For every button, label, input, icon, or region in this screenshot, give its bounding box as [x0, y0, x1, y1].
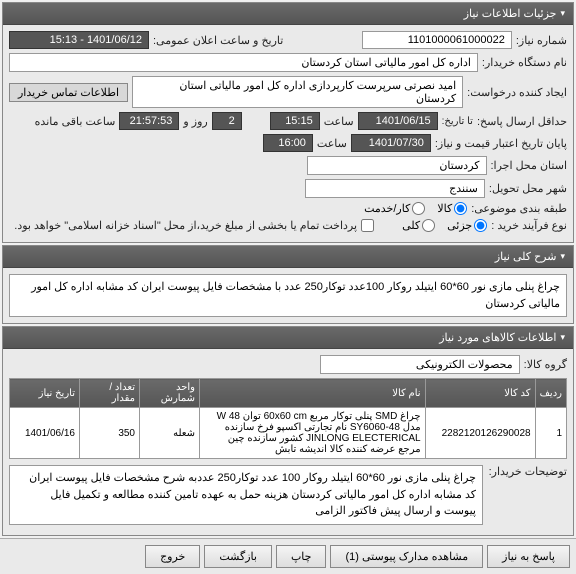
to-date-label: تا تاریخ:	[442, 116, 473, 127]
col-name: نام کالا	[200, 379, 426, 408]
buyer-org-label: نام دستگاه خریدار:	[482, 56, 567, 69]
class-label: طبقه بندی موضوعی:	[471, 202, 567, 215]
treasury-checkbox[interactable]	[361, 219, 374, 232]
goods-radio[interactable]	[454, 202, 467, 215]
cell-date: 1401/06/16	[10, 408, 80, 459]
deadline-label: حداقل ارسال پاسخ:	[477, 115, 567, 128]
info-body: شماره نیاز: 1101000061000022 تاریخ و ساع…	[3, 25, 573, 242]
need-no-label: شماره نیاز:	[516, 34, 567, 47]
table-header-row: ردیف کد کالا نام کالا واحد شمارش تعداد /…	[10, 379, 567, 408]
buyer-org-value: اداره کل امور مالیاتی استان کردستان	[9, 53, 478, 72]
summary-title: شرح کلی نیاز	[495, 250, 557, 263]
full-radio[interactable]	[422, 219, 435, 232]
cell-qty: 350	[80, 408, 140, 459]
partial-radio-label: جزئی	[447, 219, 472, 232]
goods-header[interactable]: ▾ اطلاعات کالاهای مورد نیاز	[3, 327, 573, 349]
process-radio-set: جزئی کلی	[402, 219, 487, 232]
col-qty: تعداد / مقدار	[80, 379, 140, 408]
requester-value: امید نصرتی سرپرست کارپردازی اداره کل امو…	[132, 76, 463, 108]
attachments-button[interactable]: مشاهده مدارک پیوستی (1)	[330, 545, 483, 568]
group-label: گروه کالا:	[524, 358, 567, 371]
day-and-label: روز و	[183, 115, 207, 128]
col-date: تاریخ نیاز	[10, 379, 80, 408]
cell-idx: 1	[535, 408, 566, 459]
time-label-2: ساعت	[317, 137, 347, 150]
province-value: کردستان	[307, 156, 487, 175]
summary-panel: ▾ شرح کلی نیاز چراغ پنلی مازی نور 60*60 …	[2, 245, 574, 324]
col-code: کد کالا	[425, 379, 535, 408]
chevron-down-icon: ▾	[560, 8, 565, 19]
province-label: استان محل اجرا:	[491, 159, 568, 172]
need-no-value: 1101000061000022	[362, 31, 512, 49]
buyer-notes-label: توضیحات خریدار:	[487, 465, 567, 478]
services-radio-label: کار/خدمت	[364, 202, 410, 215]
validity-date: 1401/07/30	[351, 134, 431, 152]
city-label: شهر محل تحویل:	[489, 182, 567, 195]
days-left: 2	[212, 112, 242, 130]
table-row[interactable]: 1 2282120126290028 چراغ SMD پنلی توکار م…	[10, 408, 567, 459]
time-label-1: ساعت	[324, 115, 354, 128]
cell-name: چراغ SMD پنلی توکار مربع 60x60 cm توان W…	[200, 408, 426, 459]
back-button[interactable]: بازگشت	[204, 545, 272, 568]
city-value: سنندج	[305, 179, 485, 198]
reply-button[interactable]: پاسخ به نیاز	[487, 545, 570, 568]
announce-value: 1401/06/12 - 15:13	[9, 31, 149, 49]
payment-note: پرداخت تمام یا بخشی از مبلغ خرید،از محل …	[14, 219, 357, 232]
deadline-date: 1401/06/15	[358, 112, 438, 130]
validity-label: پایان تاریخ اعتبار قیمت و نیاز:	[435, 137, 567, 150]
deadline-time: 15:15	[270, 112, 320, 130]
print-button[interactable]: چاپ	[276, 545, 327, 568]
col-unit: واحد شمارش	[140, 379, 200, 408]
validity-time: 16:00	[263, 134, 313, 152]
need-details-panel: ▾ جزئیات اطلاعات نیاز شماره نیاز: 110100…	[2, 2, 574, 243]
summary-header[interactable]: ▾ شرح کلی نیاز	[3, 246, 573, 268]
class-radio-set: کالا کار/خدمت	[364, 202, 467, 215]
buyer-notes-text: چراغ پنلی مازی نور 60*60 ایتیلد روکار 10…	[9, 465, 483, 525]
chevron-down-icon: ▾	[560, 251, 565, 262]
announce-label: تاریخ و ساعت اعلان عمومی:	[153, 34, 283, 47]
exit-button[interactable]: خروج	[145, 545, 200, 568]
col-idx: ردیف	[535, 379, 566, 408]
goods-title: اطلاعات کالاهای مورد نیاز	[439, 331, 556, 344]
panel-header-main[interactable]: ▾ جزئیات اطلاعات نیاز	[3, 3, 573, 25]
remaining-label: ساعت باقی مانده	[35, 115, 116, 128]
cell-code: 2282120126290028	[425, 408, 535, 459]
group-value: محصولات الکترونیکی	[320, 355, 520, 374]
panel-title: جزئیات اطلاعات نیاز	[464, 7, 557, 20]
goods-radio-label: کالا	[437, 202, 452, 215]
cell-unit: شعله	[140, 408, 200, 459]
summary-text: چراغ پنلی مازی نور 60*60 ایتیلد روکار 10…	[9, 274, 567, 317]
goods-panel: ▾ اطلاعات کالاهای مورد نیاز گروه کالا: م…	[2, 326, 574, 536]
footer-toolbar: پاسخ به نیاز مشاهده مدارک پیوستی (1) چاپ…	[0, 538, 576, 574]
chevron-down-icon: ▾	[560, 332, 565, 343]
services-radio[interactable]	[412, 202, 425, 215]
hours-left: 21:57:53	[119, 112, 179, 130]
partial-radio[interactable]	[474, 219, 487, 232]
process-label: نوع فرآیند خرید :	[491, 219, 567, 232]
full-radio-label: کلی	[402, 219, 420, 232]
requester-label: ایجاد کننده درخواست:	[467, 86, 567, 99]
goods-table: ردیف کد کالا نام کالا واحد شمارش تعداد /…	[9, 378, 567, 459]
contact-buyer-button[interactable]: اطلاعات تماس خریدار	[9, 83, 128, 102]
